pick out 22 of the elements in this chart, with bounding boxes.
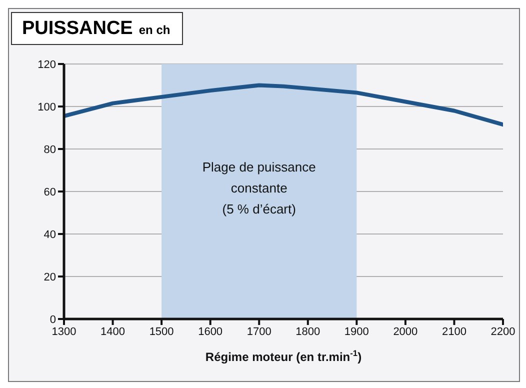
x-axis-title: Régime moteur (en tr.min$^{-1}$) xyxy=(205,348,362,364)
x-tick-label: 1700 xyxy=(246,326,272,338)
x-tick-label: 2000 xyxy=(393,326,418,338)
y-tick-label: 100 xyxy=(38,101,56,114)
x-tick-label: 2100 xyxy=(442,326,466,338)
x-tick-label: 1300 xyxy=(52,326,76,338)
x-tick-label: 1500 xyxy=(149,326,174,338)
chart-subtitle: en ch xyxy=(138,23,170,37)
y-tick-label: 40 xyxy=(44,228,56,241)
line-series xyxy=(64,83,503,127)
chart-title: PUISSANCE xyxy=(22,18,133,39)
x-tick-label: 1600 xyxy=(198,326,223,338)
y-tick-label: 60 xyxy=(44,186,56,198)
y-tick-label: 20 xyxy=(44,271,56,284)
x-tick-label: 1400 xyxy=(100,326,126,338)
x-tick-label: 1900 xyxy=(344,326,369,338)
band-label: Plage de puissance constante (5 % d’écart) xyxy=(202,160,316,216)
x-tick-label: 2200 xyxy=(490,326,516,338)
y-tick-label: 120 xyxy=(38,58,56,71)
x-tick-label: 1800 xyxy=(296,326,320,338)
y-tick-label: 80 xyxy=(44,144,56,156)
y-tick-label: 0 xyxy=(50,314,56,326)
